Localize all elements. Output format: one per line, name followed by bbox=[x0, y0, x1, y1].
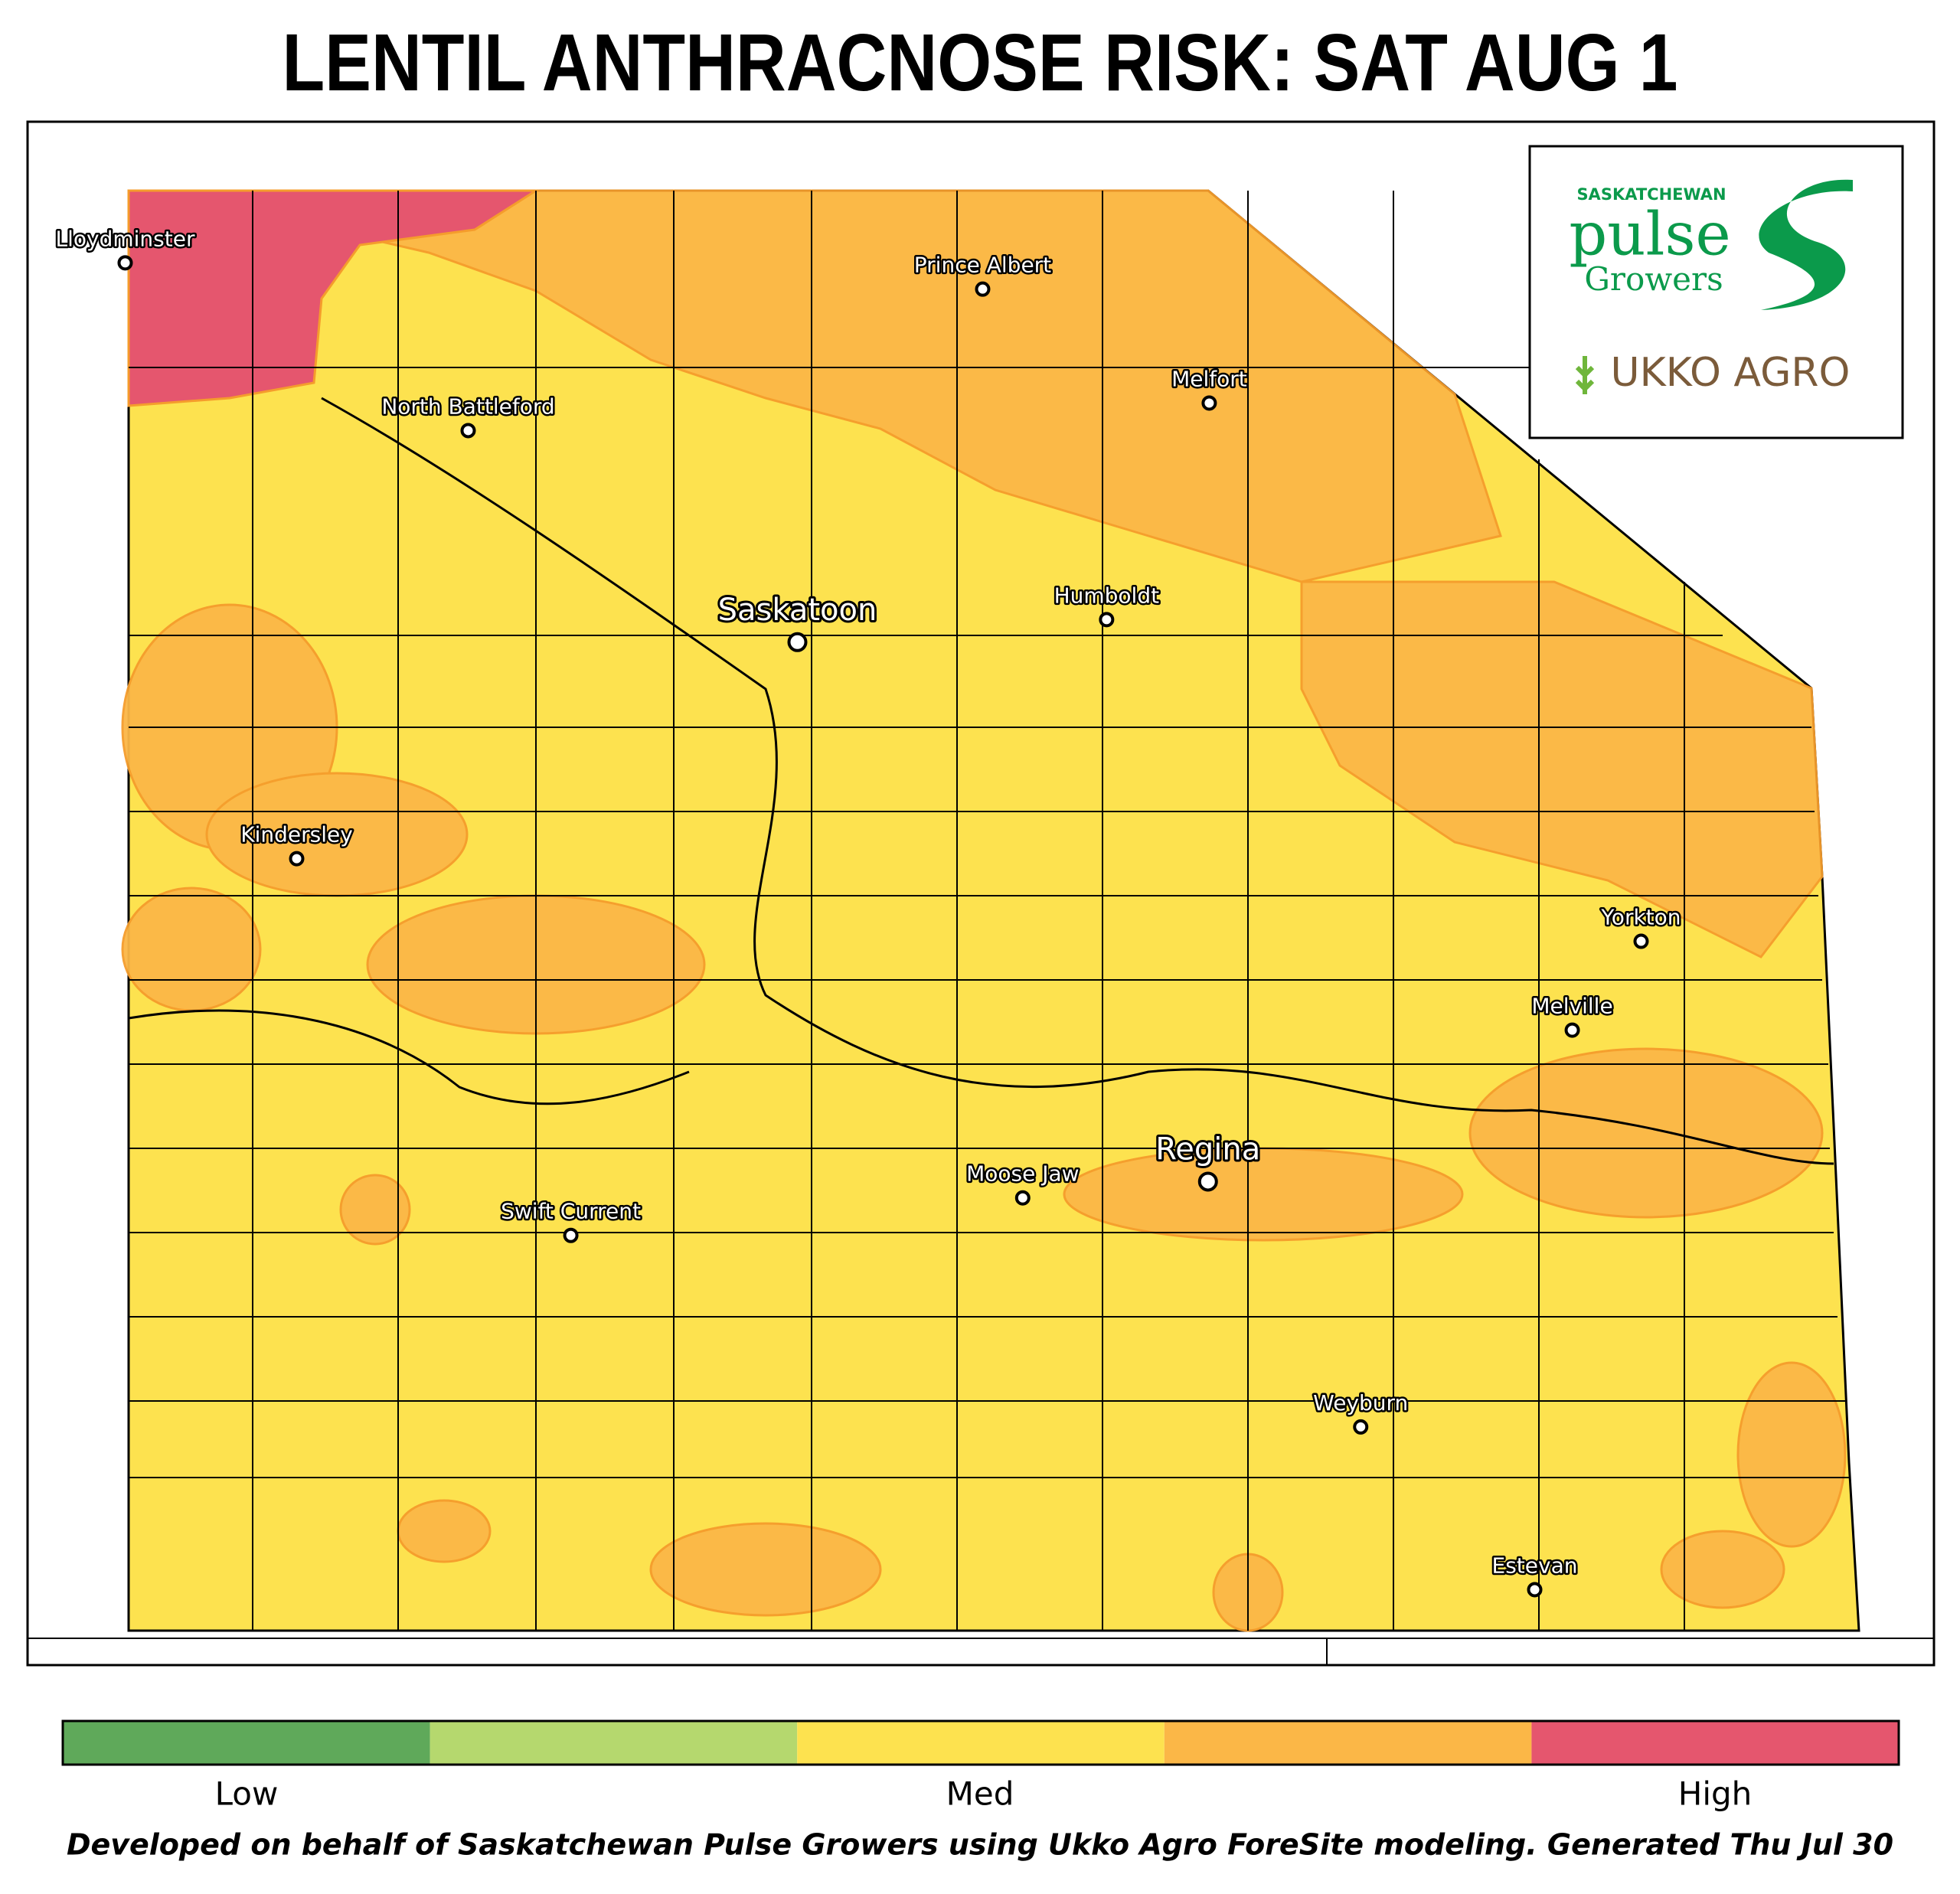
city-name: Prince Albert bbox=[914, 253, 1051, 278]
city-dot bbox=[1527, 1582, 1543, 1598]
city-dot bbox=[787, 632, 808, 652]
logo-partner: UKKO AGRO bbox=[1611, 350, 1851, 396]
city-name: Moose Jaw bbox=[966, 1161, 1079, 1187]
city-dot bbox=[975, 281, 991, 297]
city-dot bbox=[563, 1227, 579, 1243]
logo-mark bbox=[1759, 179, 1853, 310]
city-labels: Lloydminster Prince Albert Melfort North Ba… bbox=[54, 224, 1683, 1598]
city-name: Regina bbox=[1155, 1132, 1260, 1167]
city-name: Lloydminster bbox=[56, 226, 195, 251]
city-dot bbox=[1197, 1171, 1218, 1192]
map-title: LENTIL ANTHRACNOSE RISK: SAT AUG 1 bbox=[283, 18, 1678, 108]
city-dot bbox=[1201, 395, 1217, 411]
city-name: North Battleford bbox=[381, 393, 554, 419]
city-name: Melville bbox=[1531, 994, 1612, 1019]
logo-org: SASKATCHEWAN bbox=[1576, 185, 1726, 204]
boundaries bbox=[28, 191, 1934, 1665]
city-dot bbox=[1633, 933, 1649, 949]
legend-border bbox=[61, 1719, 1900, 1766]
legend-label: Med bbox=[946, 1775, 1014, 1813]
partner-icon bbox=[1575, 356, 1595, 394]
city-name: Melfort bbox=[1171, 366, 1247, 391]
legend-swatch bbox=[797, 1721, 1165, 1765]
city-dot bbox=[1353, 1419, 1369, 1435]
province-map bbox=[28, 189, 1934, 1665]
medium-high-zones bbox=[121, 189, 1847, 1632]
city-name: Estevan bbox=[1492, 1553, 1578, 1578]
legend-swatch bbox=[1531, 1721, 1899, 1765]
logo-box bbox=[1528, 145, 1904, 439]
city-dot bbox=[289, 851, 305, 867]
legend-label: Low bbox=[215, 1775, 279, 1813]
city-name: Swift Current bbox=[501, 1199, 641, 1224]
city-dot bbox=[460, 423, 476, 439]
footer: Developed on behalf of Saskatchewan Puls… bbox=[67, 1828, 1893, 1862]
legend-label: High bbox=[1678, 1775, 1753, 1813]
city-name: Yorkton bbox=[1600, 905, 1681, 930]
logo-word1: pulse bbox=[1569, 201, 1730, 269]
legend-swatch bbox=[63, 1721, 430, 1765]
city-name: Saskatoon bbox=[718, 593, 877, 628]
logo-word2: Growers bbox=[1584, 260, 1723, 298]
city-dot bbox=[1564, 1022, 1580, 1038]
city-dot bbox=[117, 255, 133, 271]
city-name: Weyburn bbox=[1313, 1390, 1408, 1416]
city-name: Humboldt bbox=[1054, 583, 1160, 608]
legend-swatch bbox=[430, 1721, 798, 1765]
logo: SASKATCHEWAN pulse Growers UKKO AGRO bbox=[1528, 145, 1904, 439]
legend-swatch bbox=[1164, 1721, 1532, 1765]
high-zone bbox=[127, 189, 541, 407]
city-name: Kindersley bbox=[240, 822, 353, 847]
city-dot bbox=[1014, 1190, 1031, 1206]
legend: Low Med High bbox=[61, 1719, 1900, 1813]
city-dot bbox=[1099, 612, 1115, 628]
